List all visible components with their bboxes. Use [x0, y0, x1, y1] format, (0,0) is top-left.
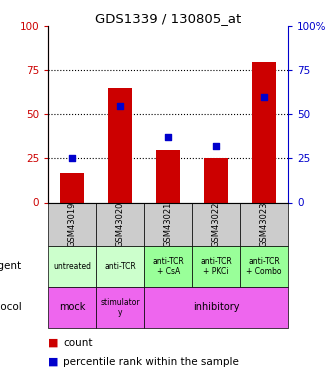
Text: ■: ■: [48, 338, 59, 348]
Bar: [192, 202, 240, 246]
Bar: [156, 150, 180, 202]
Point: [118, 102, 123, 109]
Text: GSM43020: GSM43020: [116, 201, 125, 247]
Text: percentile rank within the sample: percentile rank within the sample: [63, 357, 239, 367]
Bar: [48, 287, 96, 328]
Text: GSM43021: GSM43021: [164, 201, 173, 247]
Text: GSM43019: GSM43019: [68, 201, 77, 247]
Bar: [60, 172, 84, 202]
Text: agent: agent: [0, 261, 22, 271]
Text: GSM43022: GSM43022: [211, 201, 221, 247]
Point: [166, 134, 171, 140]
Title: GDS1339 / 130805_at: GDS1339 / 130805_at: [95, 12, 241, 25]
Point: [213, 143, 219, 149]
Bar: [96, 246, 144, 287]
Bar: [144, 246, 192, 287]
Bar: [96, 202, 144, 246]
Text: inhibitory: inhibitory: [193, 303, 239, 312]
Bar: [48, 202, 96, 246]
Bar: [108, 88, 132, 202]
Point: [261, 94, 267, 100]
Bar: [144, 287, 288, 328]
Text: count: count: [63, 338, 93, 348]
Bar: [204, 158, 228, 203]
Text: anti-TCR
+ Combo: anti-TCR + Combo: [246, 256, 282, 276]
Bar: [252, 62, 276, 202]
Text: anti-TCR
+ CsA: anti-TCR + CsA: [152, 256, 184, 276]
Bar: [192, 246, 240, 287]
Text: untreated: untreated: [53, 262, 91, 271]
Text: anti-TCR: anti-TCR: [104, 262, 136, 271]
Text: GSM43023: GSM43023: [259, 201, 269, 247]
Bar: [96, 287, 144, 328]
Bar: [48, 246, 96, 287]
Text: ■: ■: [48, 357, 59, 367]
Text: mock: mock: [59, 303, 86, 312]
Bar: [240, 202, 288, 246]
Text: stimulator
y: stimulator y: [101, 298, 140, 317]
Point: [70, 155, 75, 161]
Text: anti-TCR
+ PKCi: anti-TCR + PKCi: [200, 256, 232, 276]
Bar: [240, 246, 288, 287]
Text: protocol: protocol: [0, 303, 22, 312]
Bar: [144, 202, 192, 246]
